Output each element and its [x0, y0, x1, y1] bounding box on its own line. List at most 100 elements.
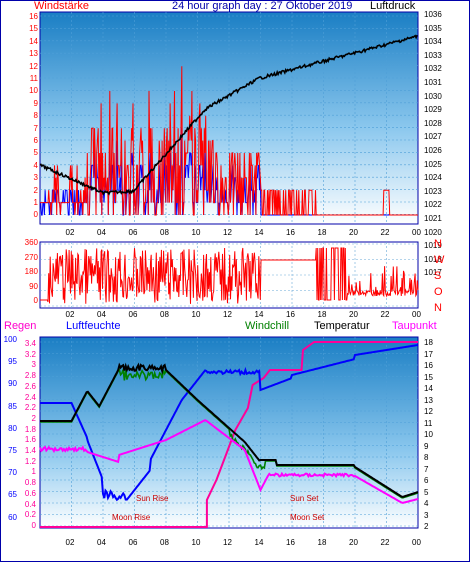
wind-tick-label: 11	[29, 74, 38, 83]
hour-ticks-mid-label: 22	[380, 310, 390, 319]
temp-tick-label: 15	[424, 372, 433, 382]
temperature-label: Temperatur	[314, 320, 370, 332]
wind-tick-label: 0	[33, 210, 38, 220]
hour-ticks-mid-label: 04	[97, 310, 106, 319]
pressure-tick-label: 1029	[424, 105, 442, 115]
pressure-tick-label: 1021	[424, 214, 442, 223]
pressure-title: Luftdruck	[370, 0, 416, 12]
hum-tick-label: 60	[8, 512, 17, 522]
wind-tick-label: 1	[33, 198, 38, 207]
temperature-series	[40, 362, 419, 498]
hour-ticks-top-label: 08	[160, 228, 169, 237]
temp-tick-label: 14	[424, 384, 433, 393]
hour-ticks-bot-label: 20	[349, 538, 358, 547]
temp-tick-label: 18	[424, 338, 433, 347]
humidity-label: Luftfeuchte	[66, 320, 121, 332]
temp-tick-label: 5	[424, 487, 429, 497]
wind-series	[40, 66, 418, 216]
hour-ticks-mid-label: 14	[254, 310, 264, 319]
wind-tick-label: 15	[29, 24, 38, 34]
wind-tick-label: 5	[33, 148, 38, 158]
rain-tick-label: 2.2	[24, 403, 36, 413]
hour-ticks-mid-label: 02	[65, 310, 75, 319]
pressure-tick-label: 1022	[424, 200, 442, 210]
deg-tick-label: 0	[33, 296, 38, 305]
temp-tick-label: 11	[424, 418, 433, 428]
hour-ticks-top-label: 04	[97, 228, 106, 237]
rain-series	[40, 341, 418, 528]
hour-ticks-top-label: 18	[317, 228, 327, 237]
wind-tick-label: 10	[29, 86, 38, 96]
wind-tick-label: 8	[33, 111, 38, 121]
rain-tick-label: 2.8	[24, 371, 36, 381]
temp-tick-label: 9	[424, 441, 429, 451]
pressure-series	[39, 34, 418, 196]
deg-tick-label: 180	[24, 267, 38, 276]
direction-series	[40, 247, 419, 304]
compas-label: N	[434, 238, 442, 250]
hour-ticks-mid-label: 18	[317, 310, 327, 319]
hum-tick-label: 70	[8, 468, 17, 478]
rain-tick-label: 1	[31, 467, 36, 477]
pressure-tick-label: 1019	[424, 241, 442, 251]
bottom-series	[39, 341, 419, 528]
rain-tick-label: 1.8	[24, 424, 36, 434]
rain-tick-label: 3	[31, 360, 36, 370]
hour-ticks-mid-label: 10	[191, 310, 201, 319]
hour-ticks-mid-label: 20	[349, 310, 358, 319]
temp-tick-label: 8	[424, 453, 429, 462]
wind-tick-label: 13	[29, 49, 38, 59]
wind-title: Windstärke	[34, 0, 90, 12]
temp-tick-label: 3	[424, 510, 429, 520]
hour-ticks-bot-label: 10	[191, 538, 201, 547]
pressure-tick-label: 1033	[424, 50, 442, 60]
hour-ticks-top-label: 14	[254, 228, 264, 237]
pressure-tick-label: 1018	[424, 254, 442, 264]
pressure-tick-label: 1027	[424, 132, 442, 142]
graph-title: 24 hour graph day : 27 Oktober 2019	[172, 0, 353, 12]
sun-rise-annotation: Sun Rise	[136, 494, 169, 503]
hum-tick-label: 95	[8, 357, 17, 367]
pressure-tick-label: 1036	[424, 10, 442, 19]
top-series	[39, 34, 418, 216]
pressure-tick-label: 1023	[424, 186, 442, 196]
hum-tick-label: 85	[8, 401, 17, 411]
pressure-tick-label: 1017	[424, 268, 442, 278]
pressure-tick-label: 1028	[424, 118, 442, 128]
deg-tick-label: 360	[24, 238, 38, 247]
hour-ticks-bot-label: 18	[317, 538, 327, 547]
rain-tick-label: 0.6	[24, 488, 36, 498]
pressure-tick-label: 1030	[424, 91, 442, 101]
moon-set-annotation: Moon Set	[290, 513, 325, 522]
compas-label: W	[434, 254, 445, 266]
compas-label: O	[434, 286, 443, 298]
hour-ticks-top-label: 22	[380, 228, 390, 237]
temp-tick-label: 7	[424, 464, 429, 474]
rain-tick-label: 1.4	[24, 446, 36, 455]
wind-tick-label: 14	[29, 36, 38, 46]
wind-tick-label: 6	[33, 136, 38, 145]
compas-label: S	[434, 270, 442, 282]
hum-tick-label: 90	[8, 379, 17, 389]
hum-tick-label: 80	[8, 423, 17, 433]
wind-tick-label: 2	[33, 185, 38, 195]
hour-ticks-mid-label: 06	[128, 310, 138, 319]
dewpoint-label: Taupunkt	[392, 320, 437, 332]
rain-tick-label: 0	[31, 520, 36, 530]
hour-ticks-bot-label: 06	[128, 538, 138, 547]
pressure-tick-label: 1032	[424, 64, 442, 74]
hour-ticks-mid-label: 08	[160, 310, 169, 319]
hour-ticks-top-label: 10	[191, 228, 201, 237]
hour-ticks-top-label: 12	[223, 228, 232, 237]
compas-label: N	[434, 302, 442, 314]
wind-tick-label: 16	[29, 12, 38, 21]
hour-ticks-mid-label: 16	[286, 310, 295, 319]
hour-ticks-mid-label: 00	[412, 310, 421, 319]
rain-tick-label: 3.2	[24, 349, 36, 359]
hour-ticks-bot-label: 12	[223, 538, 232, 547]
rain-tick-label: 2.4	[24, 392, 36, 402]
hum-tick-label: 75	[8, 446, 17, 455]
hour-ticks-bot-label: 00	[412, 538, 421, 547]
deg-tick-label: 270	[24, 252, 38, 262]
